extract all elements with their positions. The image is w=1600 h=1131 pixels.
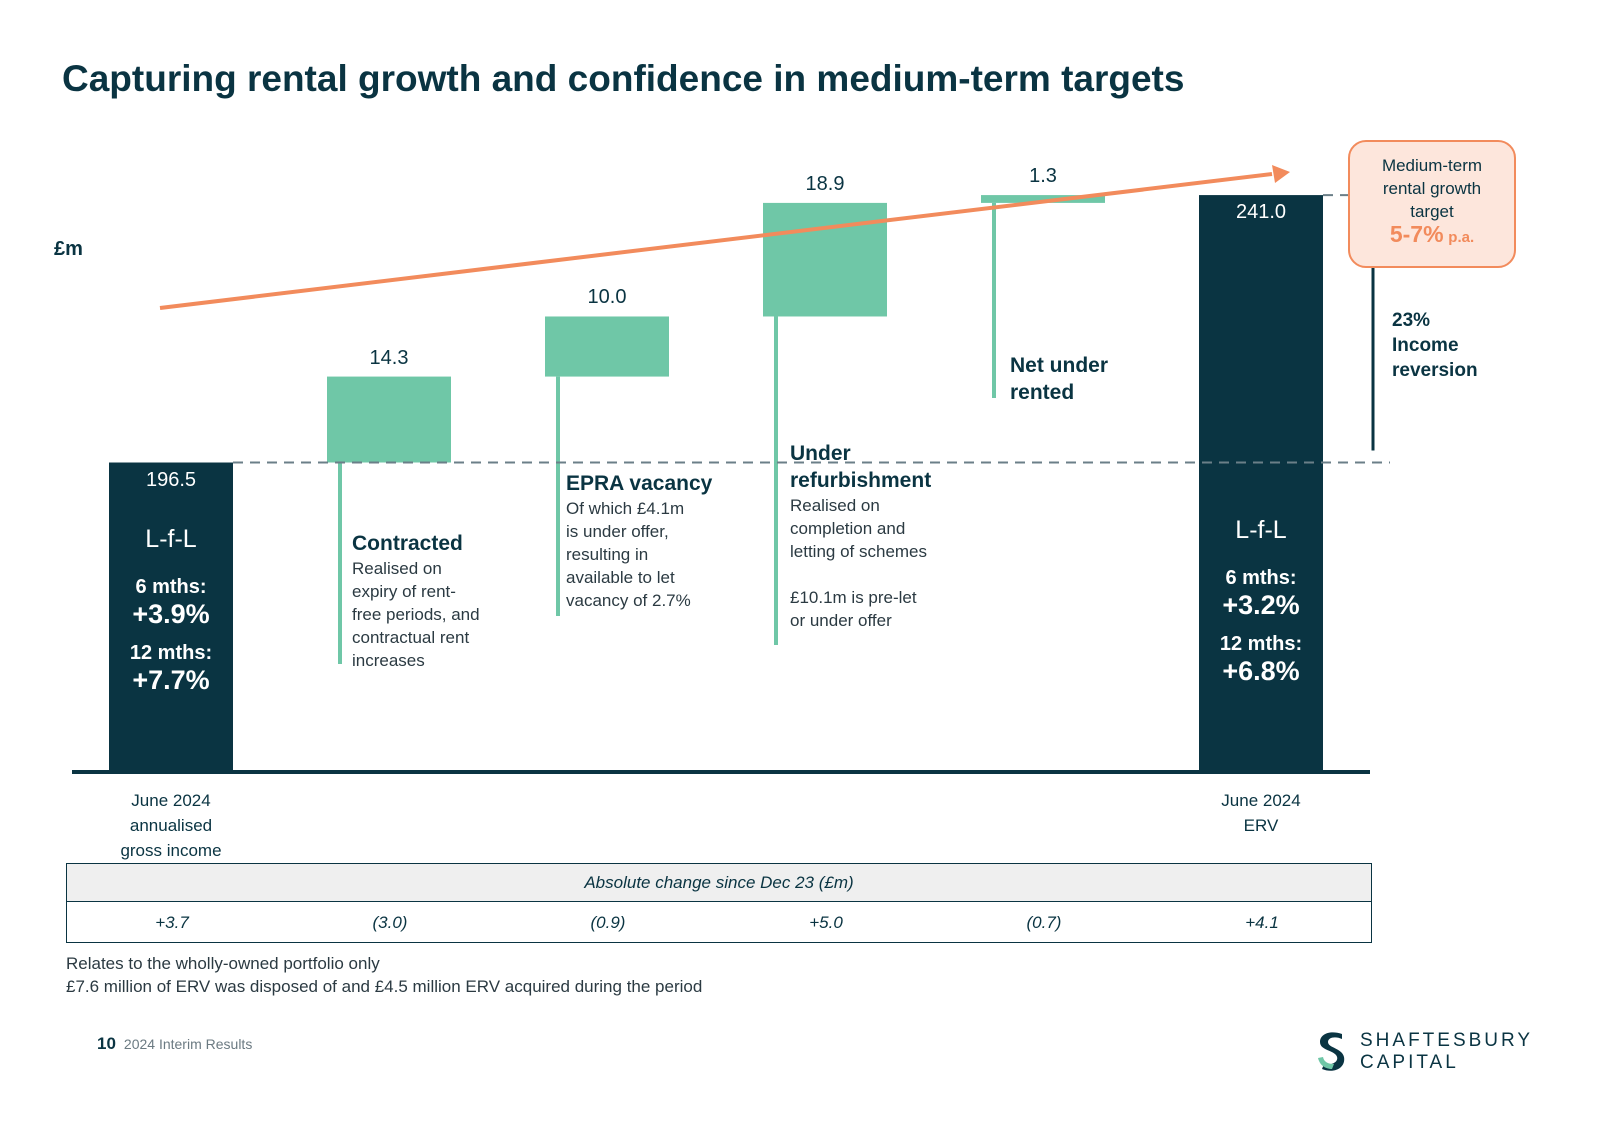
table-cell: (0.7) bbox=[1026, 913, 1062, 932]
footnote-line: £7.6 million of ERV was disposed of and … bbox=[66, 977, 703, 996]
lfl-end-six-label: 6 mths: bbox=[1225, 567, 1297, 589]
increment-bar-4 bbox=[981, 195, 1105, 203]
table-cell: (3.0) bbox=[372, 913, 408, 932]
annotation-epra-line: vacancy of 2.7% bbox=[566, 591, 691, 610]
rental-growth-target-box: Medium-term rental growth target 5-7% p.… bbox=[1348, 140, 1516, 268]
table-cell: +5.0 bbox=[809, 913, 843, 932]
table-row: +3.7 (3.0) (0.9) +5.0 (0.7) +4.1 bbox=[67, 902, 1371, 943]
absolute-change-table: Absolute change since Dec 23 (£m) +3.7 (… bbox=[66, 863, 1372, 943]
annotation-refurb-extra-line: or under offer bbox=[790, 611, 892, 630]
page-footer: 10 2024 Interim Results bbox=[97, 1034, 252, 1054]
company-logo: SHAFTESBURY CAPITAL bbox=[1312, 1028, 1552, 1074]
bar-value-label-epra: 10.0 bbox=[587, 286, 627, 309]
logo-line: CAPITAL bbox=[1360, 1052, 1459, 1073]
bar-value-label-end: 241.0 bbox=[1235, 201, 1287, 224]
annotation-contracted-title: Contracted bbox=[352, 532, 463, 555]
annotation-refurb-extra-line: £10.1m is pre-let bbox=[790, 588, 917, 607]
lfl-end-heading: L-f-L bbox=[1235, 516, 1287, 544]
lfl-start-six-value: +3.9% bbox=[132, 599, 210, 629]
annotation-epra-line: available to let bbox=[566, 568, 675, 587]
annotation-contracted-line: increases bbox=[352, 651, 425, 670]
income-reversion-label: 23% Income reversion bbox=[1392, 308, 1478, 383]
footer-text: 2024 Interim Results bbox=[123, 1036, 253, 1052]
growth-trend-arrow bbox=[159, 172, 1273, 310]
annotation-epra-line: is under offer, bbox=[566, 522, 669, 541]
annotation-contracted-line: contractual rent bbox=[352, 628, 470, 647]
reversion-line: 23% bbox=[1392, 310, 1431, 331]
lfl-start-twelve-label: 12 mths: bbox=[129, 642, 213, 664]
footnotes: Relates to the wholly-owned portfolio on… bbox=[66, 952, 702, 998]
lfl-end-twelve-value: +6.8% bbox=[1222, 656, 1300, 686]
total-bar-0 bbox=[109, 462, 233, 772]
logo-line: SHAFTESBURY bbox=[1360, 1030, 1534, 1051]
increment-bar-1 bbox=[327, 376, 451, 463]
lfl-start-block: L-f-L 6 mths: +3.9% 12 mths: +7.7% bbox=[109, 525, 233, 708]
bar-value-label-contracted: 14.3 bbox=[369, 346, 409, 369]
annotation-refurb: Under refurbishment Realised on completi… bbox=[790, 440, 931, 632]
annotation-refurb-line: letting of schemes bbox=[790, 542, 928, 561]
increment-bar-3 bbox=[763, 202, 887, 317]
total-bar-5 bbox=[1199, 195, 1323, 773]
target-box-line: rental growth bbox=[1382, 179, 1482, 198]
annotation-underrented-title: Net under bbox=[1010, 354, 1109, 377]
growth-arrow-head-icon bbox=[1272, 165, 1290, 183]
lfl-start-six-label: 6 mths: bbox=[135, 576, 207, 598]
annotation-contracted: Contracted Realised on expiry of rent- f… bbox=[352, 530, 480, 672]
lfl-end-six-value: +3.2% bbox=[1222, 590, 1300, 620]
reversion-line: Income bbox=[1392, 335, 1459, 356]
reversion-line: reversion bbox=[1392, 360, 1478, 381]
unit-label: £m bbox=[54, 238, 83, 260]
annotation-underrented-title: rented bbox=[1010, 381, 1075, 404]
target-box-line: Medium-term bbox=[1381, 156, 1483, 175]
annotation-refurb-title: refurbishment bbox=[790, 469, 932, 492]
annotation-epra-line: resulting in bbox=[566, 545, 649, 564]
x-label-end: June 2024 ERV bbox=[1191, 788, 1331, 838]
bar-value-label-refurb: 18.9 bbox=[805, 172, 845, 195]
lfl-end-block: L-f-L 6 mths: +3.2% 12 mths: +6.8% bbox=[1199, 516, 1323, 699]
annotation-contracted-line: expiry of rent- bbox=[352, 582, 456, 601]
x-label-start: June 2024 annualised gross income bbox=[101, 788, 241, 863]
page-number: 10 bbox=[97, 1034, 116, 1053]
table-header: Absolute change since Dec 23 (£m) bbox=[67, 864, 1371, 902]
table-cell: (0.9) bbox=[590, 913, 626, 932]
increment-bar-2 bbox=[545, 316, 669, 377]
table-cell: +3.7 bbox=[155, 913, 189, 932]
annotation-epra: EPRA vacancy Of which £4.1m is under off… bbox=[566, 470, 712, 612]
annotation-epra-title: EPRA vacancy bbox=[566, 472, 713, 495]
page-title: Capturing rental growth and confidence i… bbox=[62, 58, 1185, 99]
bar-value-label-underrented: 1.3 bbox=[1029, 165, 1057, 188]
x-label-start-line: annualised bbox=[129, 816, 213, 835]
target-box-value: 5-7% bbox=[1389, 221, 1444, 247]
annotation-epra-line: Of which £4.1m bbox=[566, 499, 685, 518]
table-cell: +4.1 bbox=[1245, 913, 1279, 932]
lfl-start-heading: L-f-L bbox=[145, 525, 197, 553]
target-box-suffix: p.a. bbox=[1448, 229, 1475, 246]
x-label-start-line: gross income bbox=[120, 841, 222, 860]
footnote-line: Relates to the wholly-owned portfolio on… bbox=[66, 954, 380, 973]
annotation-refurb-title: Under bbox=[790, 442, 851, 465]
x-label-start-line: June 2024 bbox=[131, 791, 211, 810]
lfl-start-twelve-value: +7.7% bbox=[132, 665, 210, 695]
lfl-end-twelve-label: 12 mths: bbox=[1219, 633, 1303, 655]
annotation-underrented: Net under rented bbox=[1010, 352, 1108, 406]
x-label-end-line: ERV bbox=[1243, 816, 1279, 835]
logo-mark-icon bbox=[1318, 1032, 1345, 1071]
target-box-line: target bbox=[1410, 202, 1454, 221]
annotation-refurb-line: Realised on bbox=[790, 496, 880, 515]
annotation-contracted-line: Realised on bbox=[352, 559, 442, 578]
annotation-refurb-line: completion and bbox=[790, 519, 906, 538]
bar-value-label-start: 196.5 bbox=[145, 468, 197, 491]
x-label-end-line: June 2024 bbox=[1221, 791, 1301, 810]
annotation-contracted-line: free periods, and bbox=[352, 605, 480, 624]
